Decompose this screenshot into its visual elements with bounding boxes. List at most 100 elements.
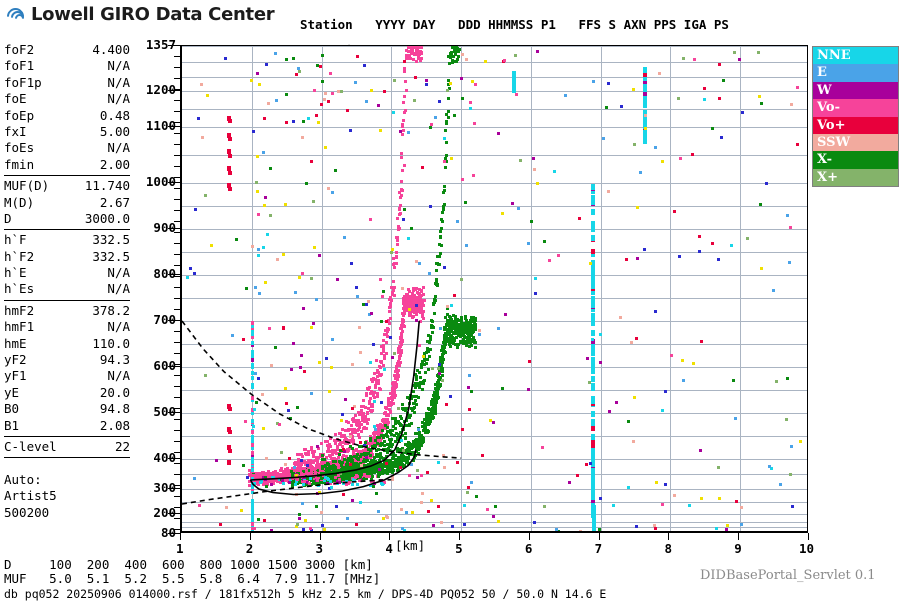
echo-point xyxy=(449,341,452,344)
legend-item-nne[interactable]: NNE xyxy=(813,47,898,65)
echo-point xyxy=(228,154,232,158)
echo-point xyxy=(427,334,430,337)
echo-point xyxy=(591,357,595,363)
echo-point xyxy=(325,456,328,459)
echo-point xyxy=(403,310,406,313)
x-tick-label: 2 xyxy=(245,541,254,556)
echo-point xyxy=(404,443,407,446)
echo-point xyxy=(397,468,400,471)
echo-point xyxy=(435,278,438,281)
y-tick-label: 1000 xyxy=(145,174,176,189)
echo-point xyxy=(292,480,295,483)
echo-point xyxy=(352,442,355,445)
echo-point xyxy=(310,483,313,486)
echo-point xyxy=(465,344,468,347)
echo-point xyxy=(366,412,369,415)
legend-item-ssw[interactable]: SSW xyxy=(813,133,898,152)
echo-point xyxy=(415,450,418,453)
echo-point xyxy=(405,295,408,298)
echo-point xyxy=(428,415,431,418)
echo-point xyxy=(416,432,419,435)
echo-point xyxy=(341,459,344,462)
echo-point xyxy=(341,428,344,431)
parameter-value: 94.3 xyxy=(99,352,130,368)
echo-point xyxy=(403,451,406,454)
echo-point xyxy=(299,465,302,468)
echo-point xyxy=(387,448,390,451)
echo-point xyxy=(313,450,316,453)
echo-point xyxy=(435,281,438,284)
echo-point xyxy=(336,480,339,483)
echo-point xyxy=(436,395,439,398)
echo-point xyxy=(359,462,362,465)
echo-point xyxy=(389,317,392,320)
echo-point xyxy=(391,457,394,460)
echo-point xyxy=(462,339,465,342)
x-tick xyxy=(738,533,739,540)
echo-point xyxy=(383,481,386,484)
legend-item-x[interactable]: X- xyxy=(813,151,898,169)
echo-point xyxy=(388,310,391,313)
echo-point xyxy=(317,482,320,485)
echo-point xyxy=(378,459,381,462)
echo-point xyxy=(250,471,253,474)
echo-point xyxy=(248,480,251,483)
legend-item-e[interactable]: E xyxy=(813,64,898,82)
echo-point xyxy=(416,47,419,50)
echo-point xyxy=(393,434,396,437)
brand-header: Lowell GIRO Data Center xyxy=(3,3,275,29)
echo-point xyxy=(449,56,452,59)
echo-point xyxy=(438,370,441,373)
y-tick-minor xyxy=(174,529,180,530)
echo-point xyxy=(260,480,263,483)
y-tick-minor xyxy=(174,298,180,299)
echo-point xyxy=(305,472,308,475)
legend-item-vo[interactable]: Vo+ xyxy=(813,116,898,134)
legend-item-x[interactable]: X+ xyxy=(813,168,898,187)
echo-point xyxy=(442,208,445,211)
legend-item-w[interactable]: W xyxy=(813,81,898,100)
parameter-value: 378.2 xyxy=(92,302,130,318)
echo-point xyxy=(371,445,374,448)
echo-point xyxy=(356,475,359,478)
echo-point xyxy=(385,406,388,409)
echo-point xyxy=(367,463,370,466)
echo-point xyxy=(423,379,426,382)
echo-point xyxy=(251,502,254,506)
echo-point xyxy=(591,195,595,201)
echo-point xyxy=(363,464,366,467)
gridline-vertical xyxy=(322,46,323,531)
echo-point xyxy=(362,462,365,465)
x-tick xyxy=(599,533,600,540)
echo-point xyxy=(280,469,283,472)
echo-point xyxy=(399,204,402,207)
echo-point xyxy=(316,466,319,469)
echo-point xyxy=(591,184,595,190)
y-tick-label: 200 xyxy=(153,505,176,520)
echo-point xyxy=(460,321,463,324)
gridline-horizontal xyxy=(182,77,807,78)
echo-point xyxy=(390,438,393,441)
echo-point xyxy=(349,439,352,442)
echo-point xyxy=(329,478,332,481)
echo-point xyxy=(446,313,449,316)
ionogram-plot-area[interactable] xyxy=(180,45,808,533)
echo-point xyxy=(415,403,418,406)
echo-point xyxy=(227,445,231,450)
echo-point xyxy=(393,262,396,265)
echo-point xyxy=(251,467,254,471)
legend-item-vo[interactable]: Vo- xyxy=(813,99,898,117)
echo-point xyxy=(452,323,455,326)
echo-point xyxy=(251,505,254,509)
echo-point xyxy=(399,448,402,451)
echo-point xyxy=(421,315,424,318)
echo-point xyxy=(429,417,432,420)
y-tick-minor xyxy=(174,166,180,167)
echo-point xyxy=(389,429,392,432)
echo-point xyxy=(460,316,463,319)
echo-point xyxy=(284,470,287,473)
echo-point xyxy=(386,451,389,454)
echo-point xyxy=(418,371,421,374)
echo-point xyxy=(324,476,327,479)
echo-point xyxy=(369,470,372,473)
